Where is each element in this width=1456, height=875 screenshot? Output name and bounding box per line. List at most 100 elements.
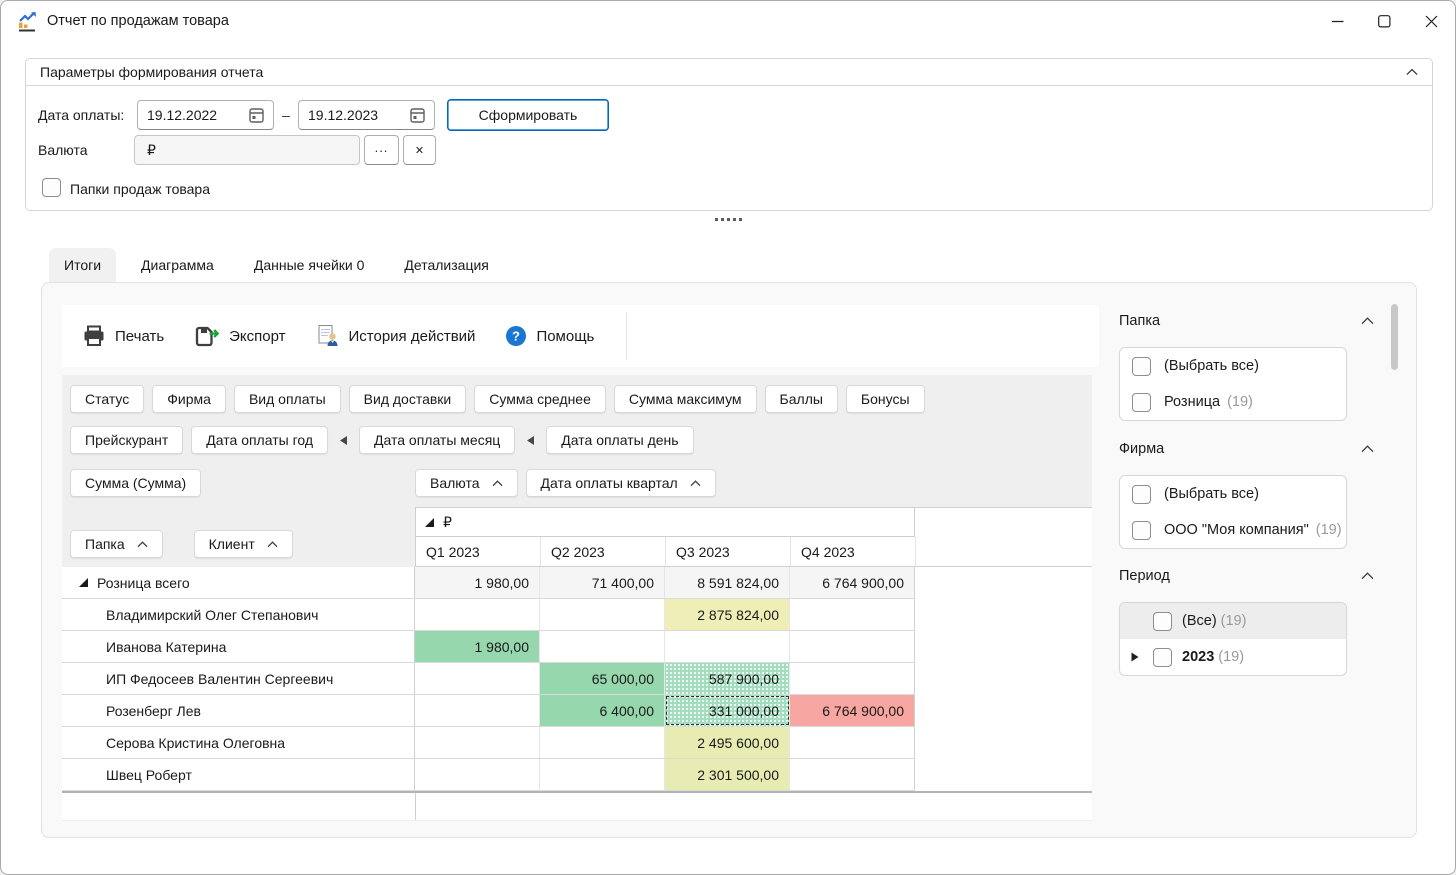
column-field-button[interactable]: Дата оплаты квартал: [526, 469, 716, 497]
filter-item[interactable]: 2023(19): [1120, 639, 1346, 675]
pivot-table: ₽ Q1 2023Q2 2023Q3 2023Q4 2023 Папка Клие…: [62, 507, 1092, 821]
pivot-field-button[interactable]: Вид доставки: [349, 385, 467, 413]
row-header[interactable]: Швец Роберт: [62, 759, 415, 790]
column-header[interactable]: Q3 2023: [666, 537, 791, 567]
date-to-input[interactable]: 19.12.2023: [298, 100, 435, 130]
value-cell[interactable]: 65 000,00: [540, 663, 665, 694]
pivot-field-button[interactable]: Бонусы: [846, 385, 925, 413]
tab-2[interactable]: Диаграмма: [126, 248, 229, 282]
value-cell[interactable]: 8 591 824,00: [665, 567, 790, 598]
value-cell[interactable]: [415, 663, 540, 694]
currency-input[interactable]: ₽: [134, 135, 360, 165]
value-cell[interactable]: [540, 599, 665, 630]
filter-item[interactable]: Розница(19): [1120, 384, 1346, 420]
print-button[interactable]: Печать: [82, 325, 164, 347]
checkbox[interactable]: [1153, 612, 1172, 631]
value-cell[interactable]: [790, 599, 915, 630]
column-header[interactable]: Q2 2023: [541, 537, 666, 567]
value-cell[interactable]: 71 400,00: [540, 567, 665, 598]
value-cell[interactable]: 6 764 900,00: [790, 695, 915, 726]
value-cell[interactable]: [415, 727, 540, 758]
currency-browse-button[interactable]: ...: [364, 135, 399, 165]
scrollbar-thumb[interactable]: [1391, 304, 1398, 370]
value-cell[interactable]: [540, 727, 665, 758]
splitter-handle[interactable]: [1, 214, 1455, 224]
collapse-section-button[interactable]: [1361, 572, 1374, 580]
help-button[interactable]: ?Помощь: [505, 325, 594, 347]
calendar-icon[interactable]: [249, 107, 264, 123]
collapse-params-button[interactable]: [1406, 68, 1418, 76]
row-field-button[interactable]: Клиент: [194, 530, 293, 558]
pivot-field-button[interactable]: Вид оплаты: [234, 385, 341, 413]
row-header[interactable]: Серова Кристина Олеговна: [62, 727, 415, 758]
value-cell[interactable]: [415, 599, 540, 630]
row-header[interactable]: Розенберг Лев: [62, 695, 415, 726]
column-header[interactable]: Q1 2023: [416, 537, 541, 567]
value-cell[interactable]: [790, 727, 915, 758]
value-cell[interactable]: [790, 631, 915, 662]
row-header[interactable]: Иванова Катерина: [62, 631, 415, 662]
pivot-field-button[interactable]: Дата оплаты месяц: [359, 426, 515, 454]
value-cell[interactable]: 6 764 900,00: [790, 567, 915, 598]
filter-item[interactable]: (Все)(19): [1120, 603, 1346, 639]
tab-3[interactable]: Данные ячейки 0: [239, 248, 380, 282]
tab-1[interactable]: Итоги: [49, 248, 116, 282]
value-cell[interactable]: 2 875 824,00: [665, 599, 790, 630]
pivot-field-button[interactable]: Прейскурант: [70, 426, 183, 454]
value-cell[interactable]: 1 980,00: [415, 567, 540, 598]
filter-item[interactable]: (Выбрать все): [1120, 476, 1346, 512]
pivot-field-button[interactable]: Баллы: [765, 385, 838, 413]
generate-report-button[interactable]: Сформировать: [447, 99, 609, 131]
pivot-field-button[interactable]: Сумма максимум: [614, 385, 757, 413]
value-cell[interactable]: [665, 631, 790, 662]
value-cell[interactable]: 6 400,00: [540, 695, 665, 726]
date-from-input[interactable]: 19.12.2022: [137, 100, 274, 130]
value-cell[interactable]: [415, 759, 540, 790]
checkbox[interactable]: [1132, 357, 1151, 376]
data-field-button[interactable]: Сумма (Сумма): [70, 469, 201, 497]
row-header[interactable]: Розница всего: [62, 567, 415, 598]
pivot-field-button[interactable]: Сумма среднее: [474, 385, 606, 413]
value-cell[interactable]: 2 495 600,00: [665, 727, 790, 758]
pivot-field-button[interactable]: Дата оплаты день: [546, 426, 693, 454]
column-field-button[interactable]: Валюта: [415, 469, 518, 497]
minimize-button[interactable]: [1314, 1, 1361, 41]
filter-item[interactable]: ООО "Моя компания"(19): [1120, 512, 1346, 548]
history-button[interactable]: История действий: [316, 324, 476, 348]
pivot-field-button[interactable]: Дата оплаты год: [191, 426, 328, 454]
collapse-section-button[interactable]: [1361, 317, 1374, 325]
export-button[interactable]: Экспорт: [194, 325, 285, 347]
row-header[interactable]: ИП Федосеев Валентин Сергеевич: [62, 663, 415, 694]
value-cell[interactable]: [540, 631, 665, 662]
row-header[interactable]: Владимирский Олег Степанович: [62, 599, 415, 630]
close-button[interactable]: [1408, 1, 1455, 41]
expander-icon[interactable]: [425, 518, 434, 527]
expander-icon[interactable]: [79, 578, 88, 587]
pivot-data-field-area: Сумма (Сумма): [70, 469, 201, 497]
value-cell[interactable]: 587 900,00: [665, 663, 790, 694]
pivot-field-button[interactable]: Статус: [70, 385, 144, 413]
checkbox[interactable]: [1132, 393, 1151, 412]
value-cell[interactable]: 1 980,00: [415, 631, 540, 662]
tree-expand-icon[interactable]: [1127, 652, 1143, 662]
selected-cell[interactable]: 331 000,00: [665, 695, 790, 726]
value-cell[interactable]: [790, 663, 915, 694]
checkbox[interactable]: [1132, 485, 1151, 504]
row-field-button[interactable]: Папка: [70, 530, 163, 558]
value-cell[interactable]: [540, 759, 665, 790]
maximize-button[interactable]: [1361, 1, 1408, 41]
pivot-field-button[interactable]: Фирма: [152, 385, 226, 413]
value-cell[interactable]: 2 301 500,00: [665, 759, 790, 790]
column-header[interactable]: Q4 2023: [791, 537, 916, 567]
value-cell[interactable]: [790, 759, 915, 790]
calendar-icon[interactable]: [410, 107, 425, 123]
value-cell[interactable]: [415, 695, 540, 726]
collapse-section-button[interactable]: [1361, 445, 1374, 453]
checkbox[interactable]: [1132, 521, 1151, 540]
folders-checkbox[interactable]: [42, 178, 61, 197]
filter-item[interactable]: (Выбрать все): [1120, 348, 1346, 384]
tab-4[interactable]: Детализация: [389, 248, 503, 282]
checkbox[interactable]: [1153, 648, 1172, 667]
currency-group-header[interactable]: ₽: [415, 507, 915, 537]
currency-clear-button[interactable]: ✕: [403, 135, 436, 165]
